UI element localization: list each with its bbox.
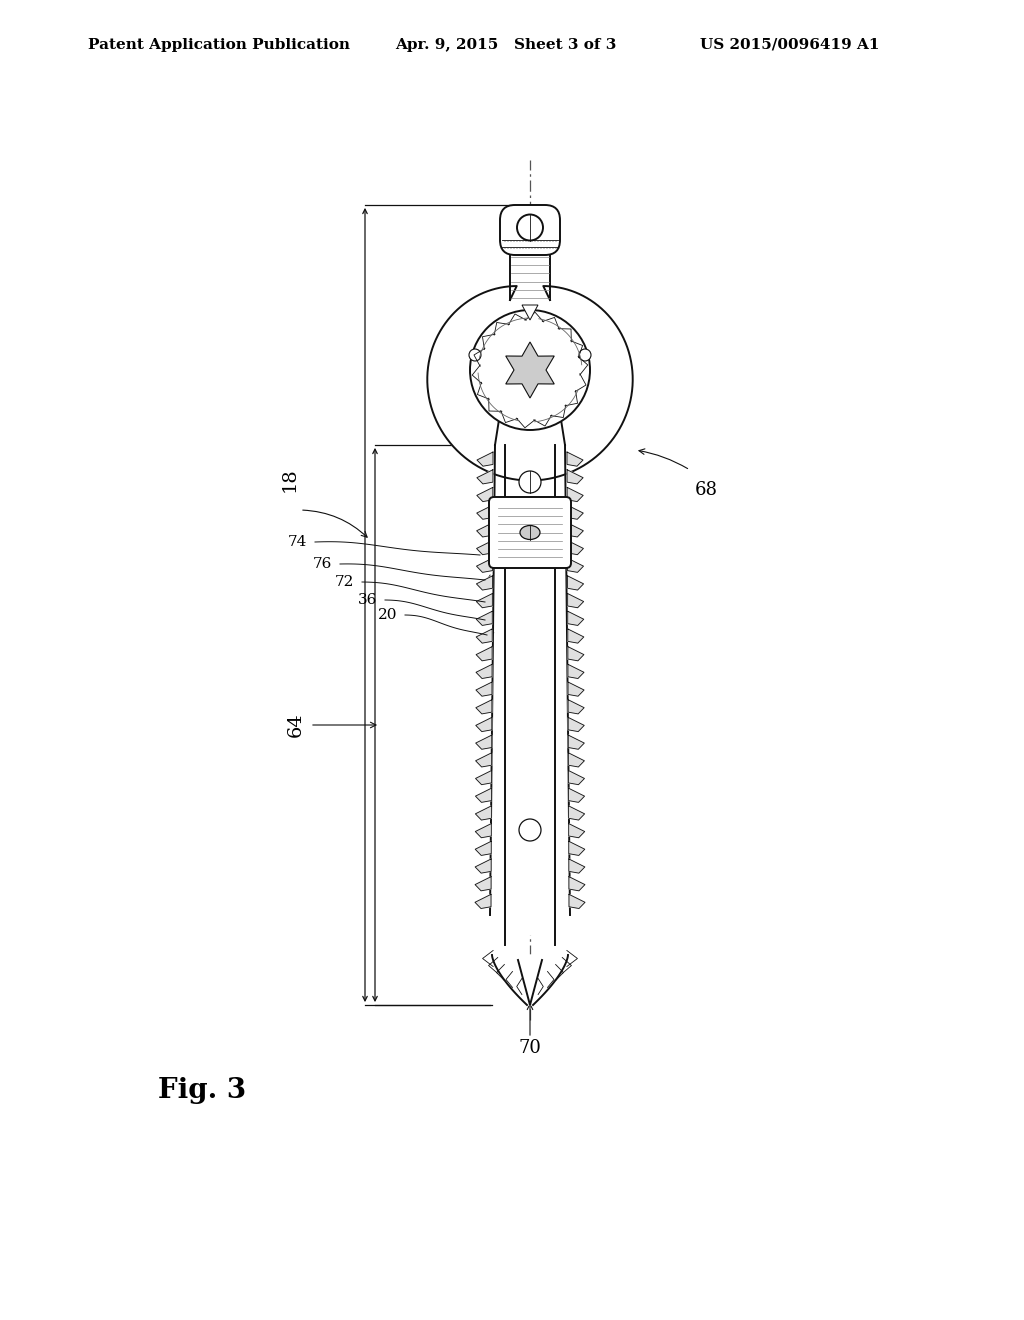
- Polygon shape: [567, 487, 583, 502]
- Polygon shape: [477, 506, 493, 519]
- Polygon shape: [476, 718, 492, 731]
- Text: Apr. 9, 2015   Sheet 3 of 3: Apr. 9, 2015 Sheet 3 of 3: [395, 38, 616, 51]
- Polygon shape: [475, 876, 492, 891]
- Text: 36: 36: [357, 593, 377, 607]
- Polygon shape: [567, 611, 584, 626]
- Polygon shape: [506, 342, 554, 399]
- Polygon shape: [476, 576, 493, 590]
- Text: 68: 68: [695, 480, 718, 499]
- Polygon shape: [568, 718, 585, 731]
- Text: 20: 20: [378, 609, 397, 622]
- Polygon shape: [567, 470, 583, 484]
- Text: Fig. 3: Fig. 3: [158, 1077, 246, 1104]
- Polygon shape: [569, 859, 585, 873]
- Circle shape: [470, 310, 590, 430]
- Polygon shape: [476, 682, 492, 696]
- Polygon shape: [476, 735, 492, 750]
- Polygon shape: [567, 594, 584, 607]
- Polygon shape: [476, 611, 493, 626]
- Circle shape: [519, 471, 541, 492]
- Polygon shape: [568, 841, 585, 855]
- Polygon shape: [568, 824, 585, 838]
- Polygon shape: [475, 859, 492, 873]
- Polygon shape: [475, 895, 490, 908]
- Polygon shape: [568, 735, 585, 750]
- Polygon shape: [427, 286, 633, 480]
- Polygon shape: [522, 305, 538, 319]
- Circle shape: [469, 348, 481, 360]
- Polygon shape: [476, 647, 493, 661]
- Text: Patent Application Publication: Patent Application Publication: [88, 38, 350, 51]
- Polygon shape: [568, 771, 585, 784]
- Circle shape: [517, 214, 543, 240]
- Text: 72: 72: [335, 576, 354, 589]
- Polygon shape: [476, 594, 493, 607]
- Polygon shape: [492, 954, 568, 1005]
- FancyBboxPatch shape: [500, 205, 560, 255]
- Polygon shape: [494, 445, 566, 935]
- Polygon shape: [567, 540, 584, 554]
- Polygon shape: [476, 700, 492, 714]
- Polygon shape: [567, 523, 584, 537]
- Text: 18: 18: [281, 467, 299, 492]
- Polygon shape: [476, 628, 493, 643]
- Text: 70: 70: [518, 1039, 542, 1057]
- Polygon shape: [475, 752, 492, 767]
- Circle shape: [519, 818, 541, 841]
- Polygon shape: [476, 558, 493, 573]
- Circle shape: [579, 348, 591, 360]
- Polygon shape: [567, 558, 584, 573]
- Polygon shape: [568, 752, 585, 767]
- Text: 74: 74: [288, 535, 307, 549]
- Polygon shape: [567, 451, 583, 466]
- Polygon shape: [477, 451, 493, 466]
- Polygon shape: [475, 841, 492, 855]
- Polygon shape: [568, 807, 585, 820]
- Text: US 2015/0096419 A1: US 2015/0096419 A1: [700, 38, 880, 51]
- Polygon shape: [569, 876, 585, 891]
- Polygon shape: [568, 647, 584, 661]
- Text: 64: 64: [287, 713, 305, 738]
- Polygon shape: [568, 664, 584, 678]
- Polygon shape: [569, 895, 585, 908]
- Polygon shape: [475, 771, 492, 784]
- Polygon shape: [567, 576, 584, 590]
- Polygon shape: [476, 540, 493, 554]
- Polygon shape: [568, 682, 584, 696]
- Polygon shape: [477, 523, 493, 537]
- Polygon shape: [475, 807, 492, 820]
- Text: 76: 76: [312, 557, 332, 572]
- Polygon shape: [568, 788, 585, 803]
- Polygon shape: [477, 470, 493, 484]
- Ellipse shape: [520, 525, 540, 540]
- Polygon shape: [568, 700, 584, 714]
- Polygon shape: [567, 506, 584, 519]
- Polygon shape: [475, 824, 492, 838]
- FancyBboxPatch shape: [489, 498, 571, 568]
- Polygon shape: [477, 487, 493, 502]
- Polygon shape: [567, 628, 584, 643]
- Polygon shape: [476, 664, 493, 678]
- Polygon shape: [475, 788, 492, 803]
